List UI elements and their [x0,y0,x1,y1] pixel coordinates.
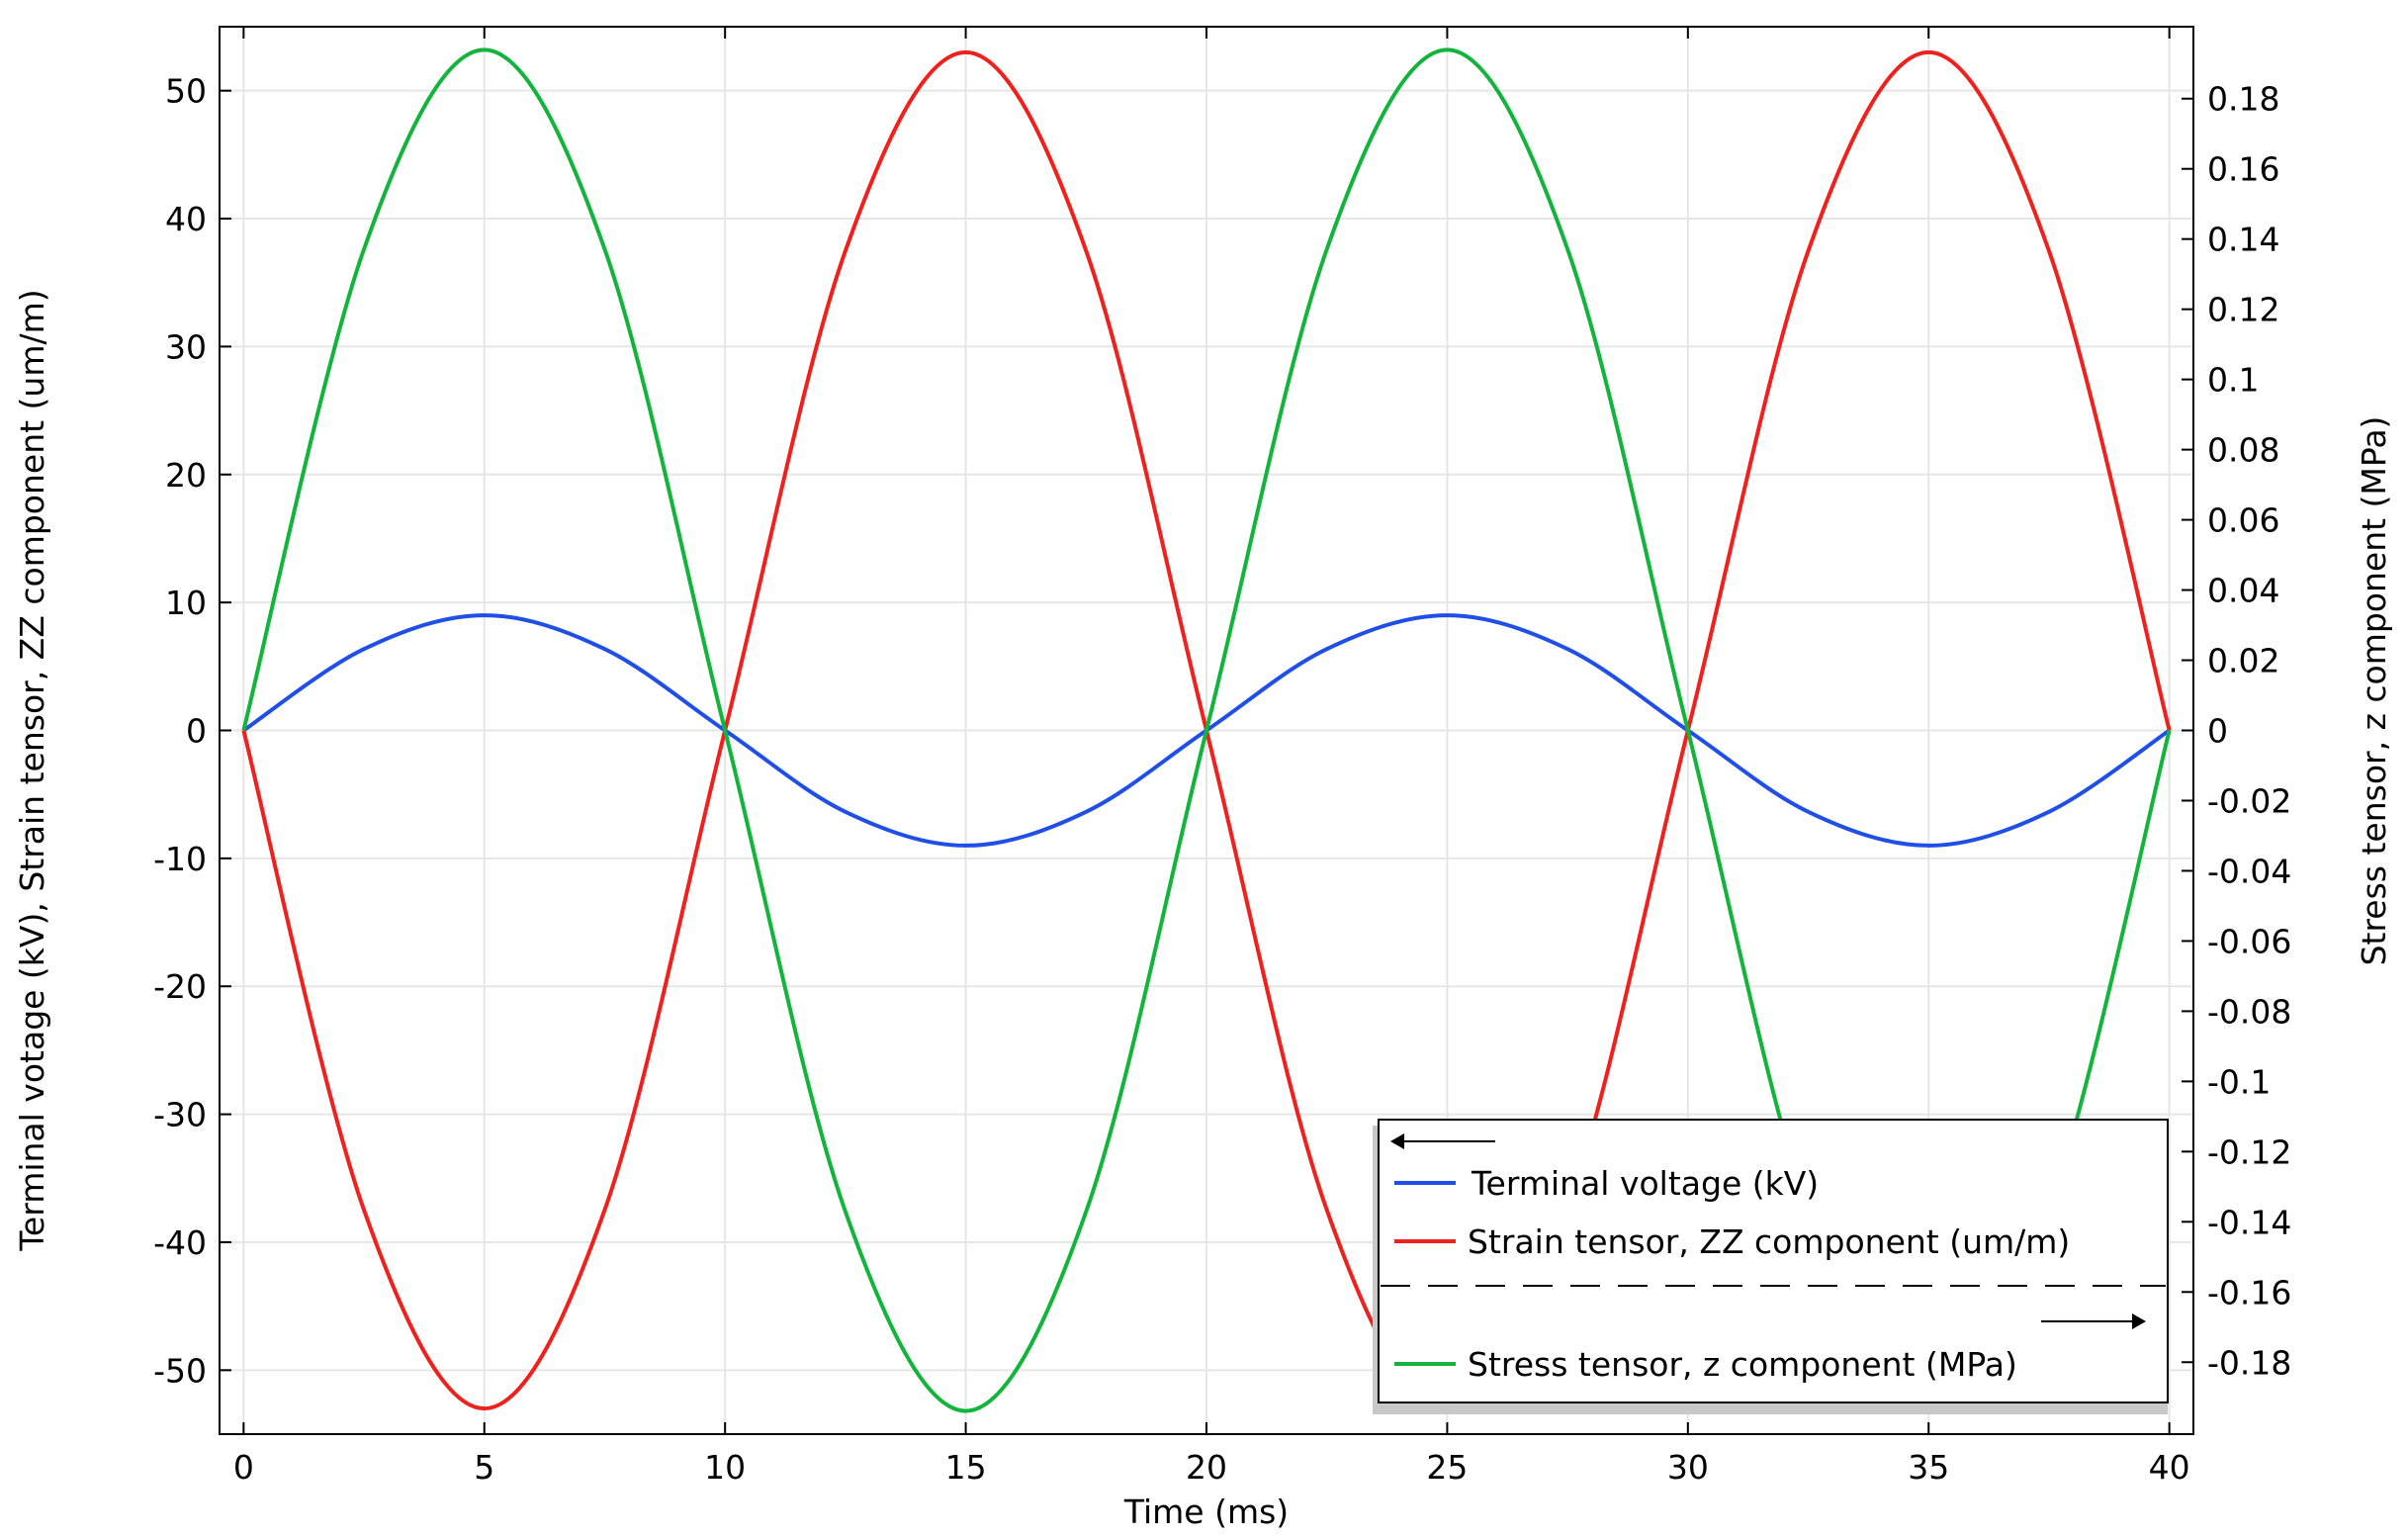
right-y-tick-label: 0.06 [2207,501,2279,540]
right-y-tick-label: 0.12 [2207,291,2279,329]
x-tick-label: 0 [233,1448,254,1487]
right-y-tick-label: 0 [2207,712,2228,751]
right-y-tick-label: -0.12 [2207,1132,2291,1171]
x-tick-label: 40 [2149,1448,2190,1487]
left-y-tick-label: 10 [165,584,207,622]
x-tick-label: 20 [1186,1448,1227,1487]
x-tick-label: 30 [1667,1448,1709,1487]
x-tick-label: 10 [704,1448,746,1487]
right-y-tick-label: -0.06 [2207,922,2291,960]
right-y-tick-label: -0.08 [2207,992,2291,1031]
x-tick-label: 25 [1426,1448,1468,1487]
right-y-tick-label: 0.04 [2207,572,2279,610]
legend-label: Stress tensor, z component (MPa) [1468,1345,2017,1384]
left-y-tick-label: -30 [153,1096,207,1134]
right-y-tick-label: -0.14 [2207,1203,2291,1241]
x-tick-label: 5 [474,1448,494,1487]
left-axis-arrowhead-icon [1390,1133,1404,1149]
right-y-tick-label: -0.1 [2207,1062,2271,1101]
left-y-tick-label: 50 [165,72,207,111]
right-y-tick-label: -0.18 [2207,1343,2291,1382]
grid-lines [220,27,2193,1434]
left-y-tick-label: -10 [153,840,207,878]
x-axis-title: Time (ms) [1123,1492,1289,1531]
right-axis-arrowhead-icon [2132,1313,2146,1329]
axis-ticks: 0 5 10 15 20 25 30 35 40 50 40 30 20 10 0 -10 -20 -30 -40 -… [153,27,2291,1487]
left-y-tick-label: 40 [165,200,207,238]
left-y-tick-label: -20 [153,967,207,1006]
left-y-tick-label: 30 [165,327,207,366]
legend-label: Terminal voltage (kV) [1471,1164,1819,1203]
x-tick-label: 35 [1908,1448,1949,1487]
right-y-tick-label: 0.14 [2207,221,2279,259]
left-y-axis-title: Terminal votage (kV), Strain tensor, ZZ … [13,289,51,1251]
left-y-tick-label: 20 [165,456,207,495]
right-y-tick-label: -0.04 [2207,852,2291,890]
left-y-tick-label: -50 [153,1351,207,1390]
legend-box [1378,1119,2169,1403]
right-y-tick-label: 0.16 [2207,150,2279,189]
right-y-tick-label: -0.16 [2207,1273,2291,1311]
right-y-tick-label: 0.1 [2207,361,2259,400]
right-y-tick-label: 0.08 [2207,431,2279,470]
legend-label: Strain tensor, ZZ component (um/m) [1468,1222,2070,1261]
x-tick-label: 15 [945,1448,987,1487]
right-y-tick-label: 0.18 [2207,80,2279,119]
right-y-tick-label: -0.02 [2207,781,2291,820]
right-y-axis-title: Stress tensor, z component (MPa) [2355,416,2393,966]
left-y-tick-label: 0 [186,712,207,751]
left-y-tick-label: -40 [153,1223,207,1262]
legend: Terminal voltage (kV) Strain tensor, ZZ c… [1373,1119,2169,1414]
right-y-tick-label: 0.02 [2207,642,2279,680]
